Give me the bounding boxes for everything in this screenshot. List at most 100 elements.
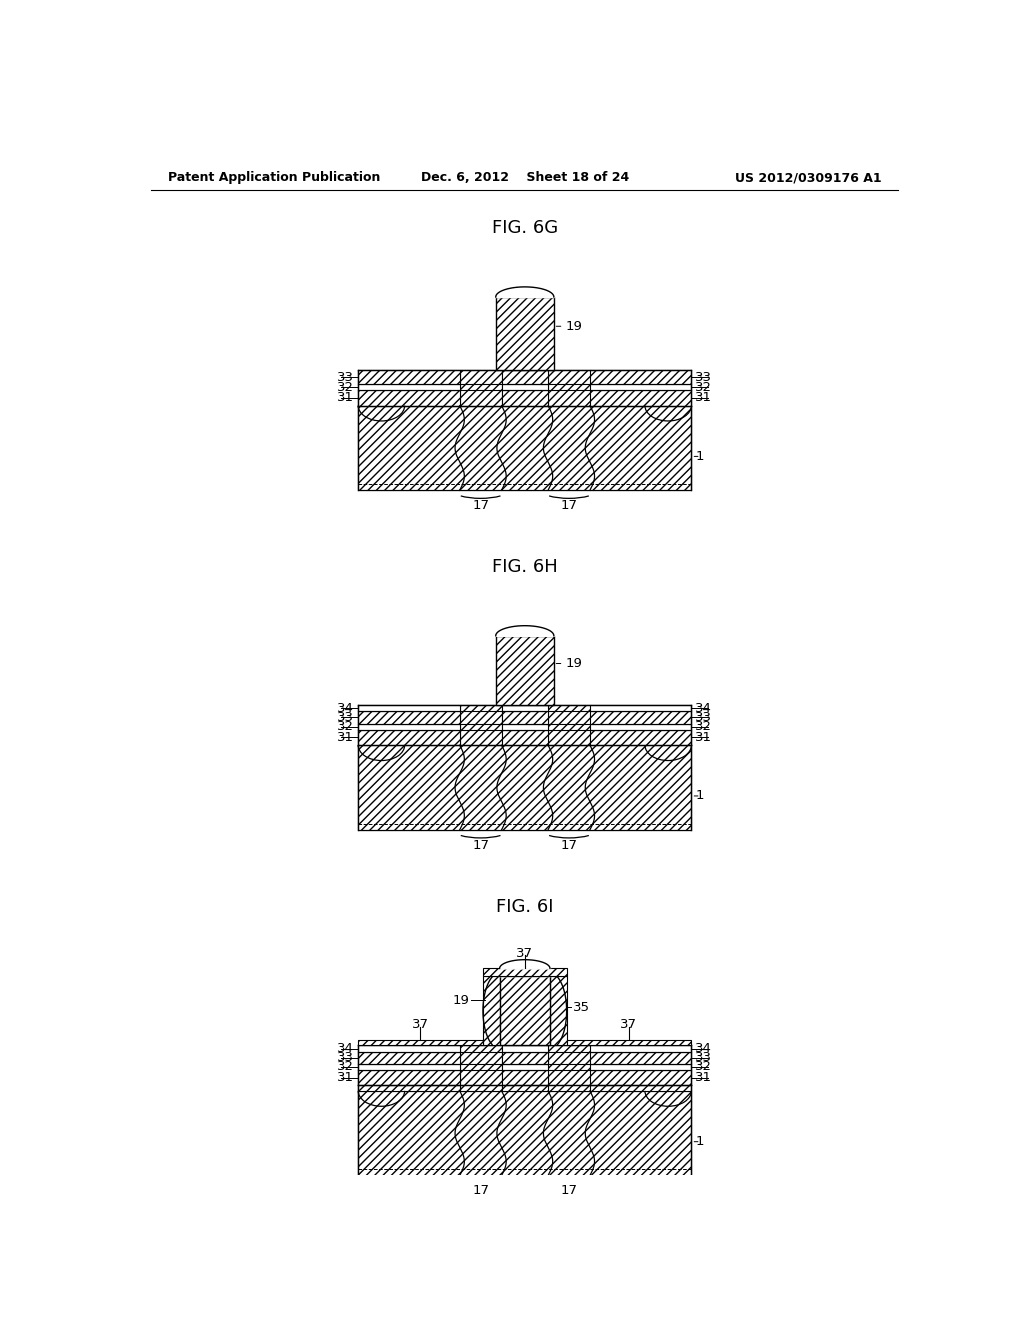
Bar bbox=[358, 711, 460, 723]
Bar bbox=[548, 705, 591, 744]
Bar bbox=[502, 1085, 548, 1090]
Bar bbox=[358, 1090, 691, 1176]
Bar bbox=[590, 1085, 691, 1090]
Bar bbox=[358, 1045, 460, 1090]
Bar bbox=[358, 1085, 460, 1090]
Bar bbox=[590, 723, 691, 730]
Bar bbox=[590, 370, 691, 384]
Bar bbox=[590, 705, 691, 711]
Text: 31: 31 bbox=[695, 1072, 713, 1084]
Bar bbox=[358, 370, 691, 490]
Bar bbox=[548, 370, 591, 405]
Bar bbox=[502, 723, 548, 730]
Text: US 2012/0309176 A1: US 2012/0309176 A1 bbox=[734, 172, 882, 185]
Text: 37: 37 bbox=[412, 1018, 429, 1031]
Bar bbox=[358, 370, 460, 384]
Text: 1: 1 bbox=[695, 789, 703, 803]
Text: 34: 34 bbox=[695, 1041, 712, 1055]
Bar bbox=[358, 1071, 460, 1085]
Text: 31: 31 bbox=[695, 731, 713, 744]
Bar bbox=[496, 297, 554, 370]
Text: 19: 19 bbox=[565, 657, 582, 671]
Bar bbox=[590, 370, 691, 405]
Text: 1: 1 bbox=[695, 1135, 703, 1148]
Bar bbox=[358, 405, 691, 490]
Text: 37: 37 bbox=[621, 1018, 637, 1031]
Bar bbox=[590, 711, 691, 723]
Bar bbox=[502, 705, 548, 744]
Bar bbox=[590, 1052, 691, 1064]
Bar bbox=[358, 744, 691, 830]
Bar bbox=[590, 730, 691, 744]
Bar bbox=[502, 1064, 548, 1071]
Text: 17: 17 bbox=[472, 499, 489, 512]
Text: 37: 37 bbox=[516, 946, 534, 960]
Text: 33: 33 bbox=[695, 1051, 713, 1064]
Text: 33: 33 bbox=[695, 371, 713, 384]
Bar bbox=[358, 384, 460, 391]
Bar bbox=[502, 1071, 548, 1085]
Bar bbox=[483, 977, 500, 1045]
Text: Dec. 6, 2012    Sheet 18 of 24: Dec. 6, 2012 Sheet 18 of 24 bbox=[421, 172, 629, 185]
Text: 17: 17 bbox=[560, 1184, 578, 1197]
Bar bbox=[502, 391, 548, 405]
Bar bbox=[483, 969, 567, 977]
Bar bbox=[566, 1040, 691, 1045]
Bar bbox=[358, 1045, 691, 1176]
Text: 32: 32 bbox=[337, 380, 354, 393]
Text: 31: 31 bbox=[337, 731, 354, 744]
Bar bbox=[358, 370, 460, 405]
Text: 31: 31 bbox=[337, 1072, 354, 1084]
Bar bbox=[502, 730, 548, 744]
Bar bbox=[460, 1045, 503, 1090]
Text: FIG. 6H: FIG. 6H bbox=[492, 557, 558, 576]
Bar bbox=[502, 1052, 548, 1064]
Bar bbox=[502, 384, 548, 391]
Text: 17: 17 bbox=[560, 838, 578, 851]
Text: 32: 32 bbox=[695, 1060, 713, 1073]
Bar bbox=[358, 1052, 460, 1064]
Bar bbox=[358, 705, 460, 744]
Text: 32: 32 bbox=[337, 721, 354, 733]
Bar bbox=[502, 370, 548, 384]
Bar bbox=[548, 1045, 591, 1090]
Bar bbox=[502, 1045, 548, 1052]
Text: FIG. 6G: FIG. 6G bbox=[492, 219, 558, 236]
Bar bbox=[358, 705, 691, 830]
Bar bbox=[590, 1045, 691, 1052]
Text: 17: 17 bbox=[560, 499, 578, 512]
Text: 19: 19 bbox=[453, 994, 469, 1007]
Bar bbox=[460, 705, 503, 744]
Bar bbox=[590, 1064, 691, 1071]
Bar bbox=[590, 1045, 691, 1090]
Text: 17: 17 bbox=[472, 1184, 489, 1197]
Text: 33: 33 bbox=[337, 1051, 354, 1064]
Bar bbox=[502, 370, 548, 405]
Bar bbox=[496, 636, 554, 705]
Text: 34: 34 bbox=[338, 702, 354, 714]
Text: 31: 31 bbox=[695, 391, 713, 404]
Bar bbox=[358, 1040, 483, 1045]
Text: FIG. 6I: FIG. 6I bbox=[496, 898, 554, 916]
Bar bbox=[590, 384, 691, 391]
Bar bbox=[502, 705, 548, 711]
Text: 33: 33 bbox=[337, 711, 354, 723]
Text: 17: 17 bbox=[472, 838, 489, 851]
Text: 34: 34 bbox=[695, 702, 712, 714]
Bar bbox=[358, 705, 460, 711]
Bar bbox=[358, 730, 460, 744]
Text: 1: 1 bbox=[695, 450, 703, 463]
Bar bbox=[502, 711, 548, 723]
Bar bbox=[500, 977, 550, 1045]
Bar bbox=[590, 391, 691, 405]
Text: 33: 33 bbox=[337, 371, 354, 384]
Text: 34: 34 bbox=[338, 1041, 354, 1055]
Text: 31: 31 bbox=[337, 391, 354, 404]
Bar bbox=[358, 723, 460, 730]
Text: 19: 19 bbox=[565, 319, 582, 333]
Bar bbox=[590, 1071, 691, 1085]
Bar bbox=[460, 370, 503, 405]
Bar bbox=[502, 1045, 548, 1090]
Bar bbox=[358, 1064, 460, 1071]
Text: 32: 32 bbox=[695, 380, 713, 393]
